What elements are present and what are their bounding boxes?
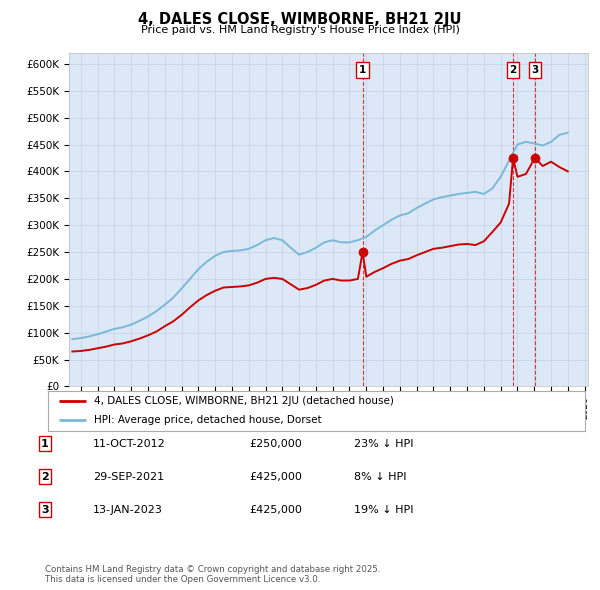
Text: 1: 1 [41, 439, 49, 448]
Text: £425,000: £425,000 [249, 472, 302, 481]
Text: Contains HM Land Registry data © Crown copyright and database right 2025.
This d: Contains HM Land Registry data © Crown c… [45, 565, 380, 584]
Text: 23% ↓ HPI: 23% ↓ HPI [354, 439, 413, 448]
Text: 4, DALES CLOSE, WIMBORNE, BH21 2JU: 4, DALES CLOSE, WIMBORNE, BH21 2JU [138, 12, 462, 27]
Text: 19% ↓ HPI: 19% ↓ HPI [354, 505, 413, 514]
Text: £425,000: £425,000 [249, 505, 302, 514]
Text: Price paid vs. HM Land Registry's House Price Index (HPI): Price paid vs. HM Land Registry's House … [140, 25, 460, 35]
Text: £250,000: £250,000 [249, 439, 302, 448]
Text: 11-OCT-2012: 11-OCT-2012 [93, 439, 166, 448]
Text: 2: 2 [509, 65, 517, 75]
Text: 1: 1 [359, 65, 366, 75]
Text: HPI: Average price, detached house, Dorset: HPI: Average price, detached house, Dors… [94, 415, 321, 425]
Text: 2: 2 [41, 472, 49, 481]
Text: 3: 3 [531, 65, 539, 75]
Text: 8% ↓ HPI: 8% ↓ HPI [354, 472, 407, 481]
Text: 4, DALES CLOSE, WIMBORNE, BH21 2JU (detached house): 4, DALES CLOSE, WIMBORNE, BH21 2JU (deta… [94, 396, 394, 407]
Text: 29-SEP-2021: 29-SEP-2021 [93, 472, 164, 481]
Text: 13-JAN-2023: 13-JAN-2023 [93, 505, 163, 514]
Text: 3: 3 [41, 505, 49, 514]
